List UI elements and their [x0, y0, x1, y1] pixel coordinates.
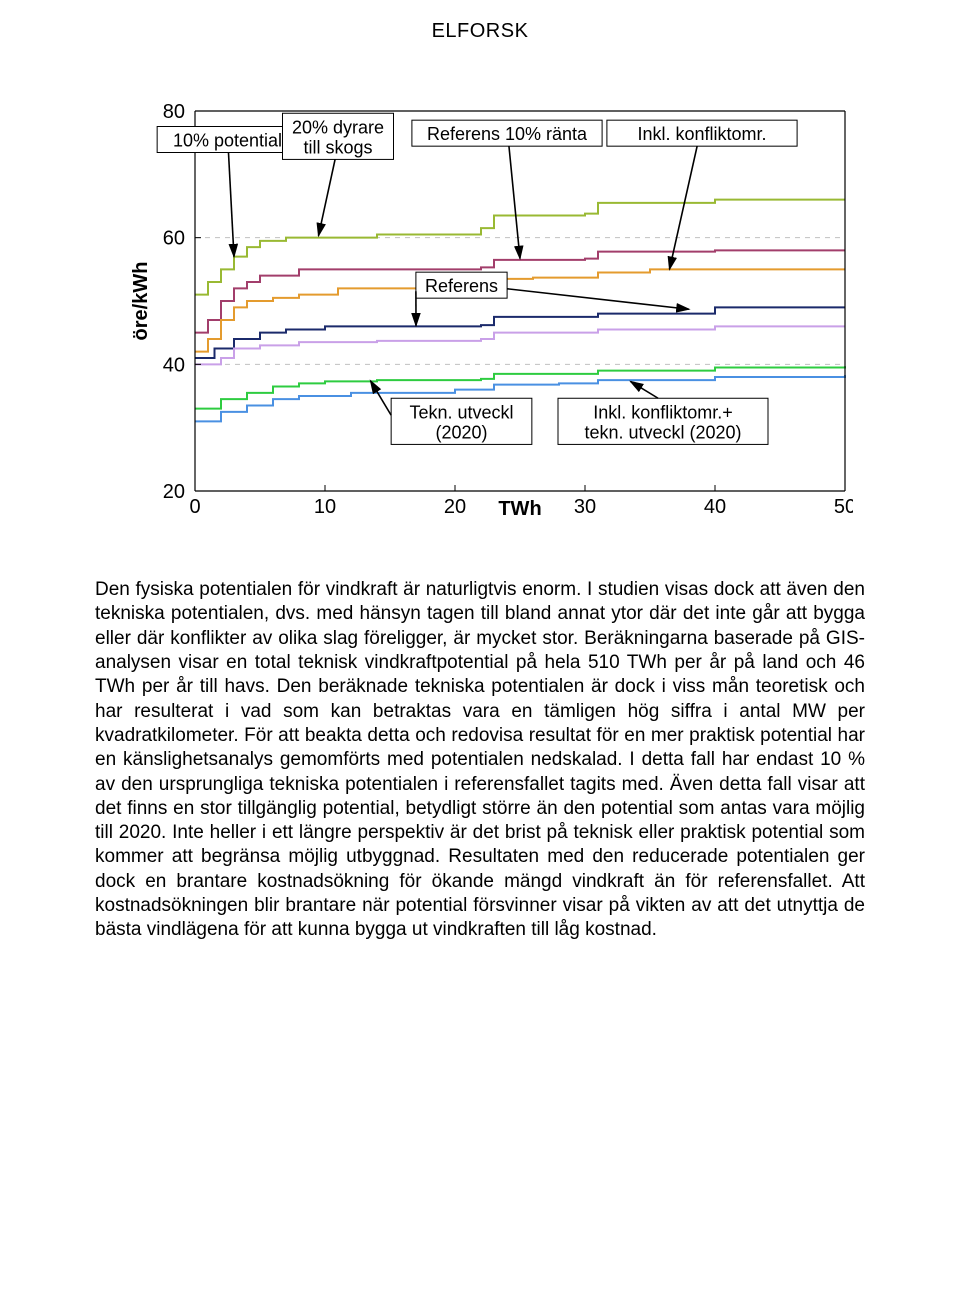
svg-text:0: 0 — [189, 496, 200, 518]
svg-text:Referens: Referens — [425, 276, 498, 296]
svg-text:60: 60 — [163, 228, 185, 250]
svg-text:till skogs: till skogs — [303, 137, 372, 157]
svg-text:20: 20 — [163, 481, 185, 503]
svg-text:(2020): (2020) — [435, 422, 487, 442]
svg-text:40: 40 — [704, 496, 726, 518]
svg-text:40: 40 — [163, 354, 185, 376]
page-header: ELFORSK — [95, 20, 865, 43]
svg-text:50: 50 — [834, 496, 853, 518]
svg-text:20% dyrare: 20% dyrare — [292, 117, 384, 137]
svg-text:10% potential: 10% potential — [173, 131, 282, 151]
svg-text:Tekn. utveckl: Tekn. utveckl — [409, 402, 513, 422]
supply-curve-chart: 0 10 20 30 40 50 TWh 20 40 60 80 öre/kWh 10% potenti… — [125, 103, 853, 523]
chart-container: 0 10 20 30 40 50 TWh 20 40 60 80 öre/kWh 10% potenti… — [125, 103, 865, 528]
svg-text:tekn. utveckl (2020): tekn. utveckl (2020) — [584, 422, 741, 442]
page: ELFORSK 0 10 20 30 40 50 TWh 20 40 60 80 öre/kWh 10%… — [0, 0, 960, 963]
svg-text:10: 10 — [314, 496, 336, 518]
svg-text:öre/kWh: öre/kWh — [130, 262, 152, 341]
svg-text:Referens 10% ränta: Referens 10% ränta — [427, 124, 588, 144]
svg-text:Inkl. konfliktomr.+: Inkl. konfliktomr.+ — [593, 402, 733, 422]
svg-text:80: 80 — [163, 103, 185, 123]
svg-text:20: 20 — [444, 496, 466, 518]
body-paragraph: Den fysiska potentialen för vindkraft är… — [95, 578, 865, 943]
svg-text:TWh: TWh — [498, 498, 541, 520]
svg-text:Inkl. konfliktomr.: Inkl. konfliktomr. — [637, 124, 766, 144]
svg-text:30: 30 — [574, 496, 596, 518]
